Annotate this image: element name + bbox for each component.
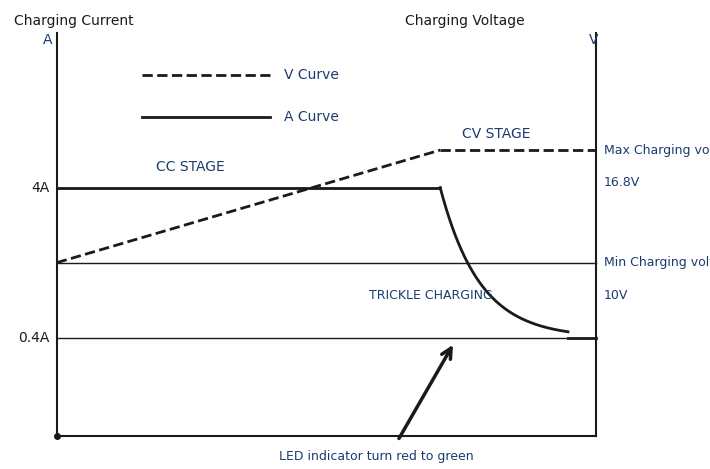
- Text: LED indicator turn red to green: LED indicator turn red to green: [279, 450, 474, 463]
- Text: Charging Current: Charging Current: [14, 14, 133, 28]
- Text: Max Charging voltage: Max Charging voltage: [604, 144, 710, 157]
- Text: Charging Voltage: Charging Voltage: [405, 14, 524, 28]
- Text: V: V: [589, 33, 599, 47]
- Text: 0.4A: 0.4A: [18, 331, 50, 345]
- Text: A Curve: A Curve: [284, 110, 339, 124]
- Text: TRICKLE CHARGING: TRICKLE CHARGING: [369, 289, 493, 302]
- Text: V Curve: V Curve: [284, 68, 339, 82]
- Text: 4A: 4A: [31, 181, 50, 195]
- Text: CV STAGE: CV STAGE: [462, 127, 530, 141]
- Text: 16.8V: 16.8V: [604, 176, 640, 189]
- Text: A: A: [43, 33, 52, 47]
- Text: CC STAGE: CC STAGE: [156, 159, 225, 174]
- Text: 10V: 10V: [604, 289, 628, 302]
- Text: Min Charging voltage: Min Charging voltage: [604, 256, 710, 269]
